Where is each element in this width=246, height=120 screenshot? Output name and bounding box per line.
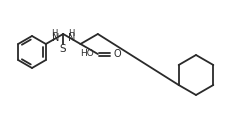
Text: H: H xyxy=(51,30,58,39)
Text: S: S xyxy=(60,44,66,54)
Text: HO: HO xyxy=(80,49,94,59)
Text: N: N xyxy=(52,33,59,43)
Text: H: H xyxy=(68,30,74,39)
Text: N: N xyxy=(68,33,76,43)
Text: O: O xyxy=(114,49,122,59)
